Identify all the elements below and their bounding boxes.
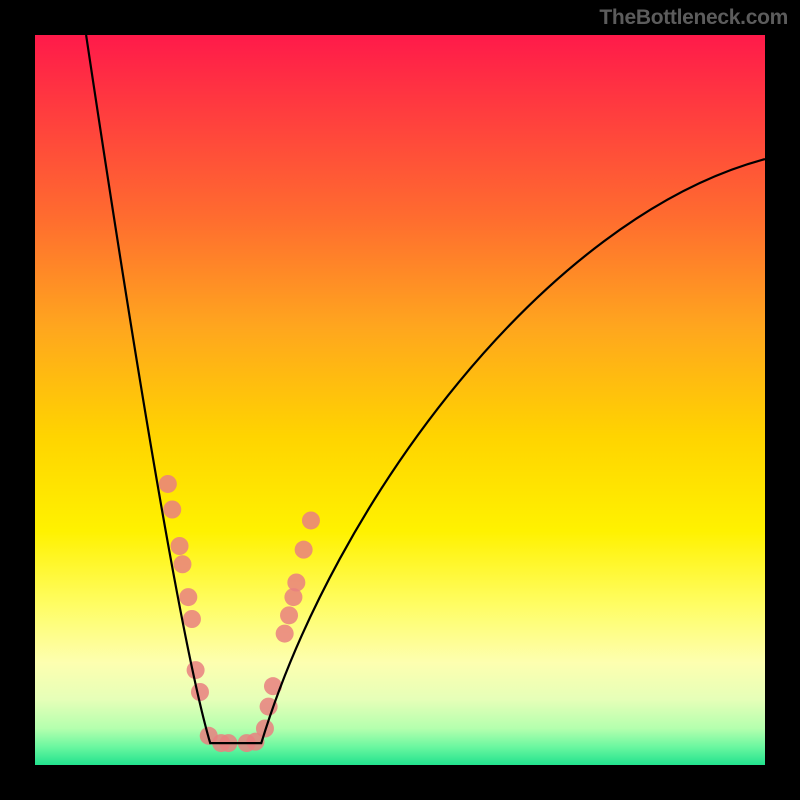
watermark-text: TheBottleneck.com xyxy=(599,6,788,30)
data-marker xyxy=(276,625,294,643)
data-marker xyxy=(183,610,201,628)
data-marker xyxy=(287,574,305,592)
gradient-background xyxy=(35,35,765,765)
plot-area xyxy=(35,35,765,765)
data-marker xyxy=(302,511,320,529)
data-marker xyxy=(187,661,205,679)
chart-frame: TheBottleneck.com xyxy=(0,0,800,800)
data-marker xyxy=(191,683,209,701)
data-marker xyxy=(163,501,181,519)
plot-svg xyxy=(35,35,765,765)
data-marker xyxy=(159,475,177,493)
data-marker xyxy=(295,541,313,559)
data-marker xyxy=(173,555,191,573)
data-marker xyxy=(171,537,189,555)
data-marker xyxy=(179,588,197,606)
data-marker xyxy=(280,606,298,624)
